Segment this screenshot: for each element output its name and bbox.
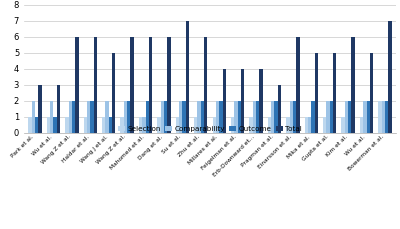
Bar [109, 117, 112, 133]
Bar [234, 101, 238, 133]
Bar [366, 101, 370, 133]
Bar [296, 37, 300, 133]
Bar [388, 21, 392, 133]
Bar [290, 101, 293, 133]
Bar [47, 117, 50, 133]
Bar [65, 117, 68, 133]
Bar [330, 101, 333, 133]
Bar [348, 101, 352, 133]
Bar [256, 101, 259, 133]
Bar [161, 101, 164, 133]
Bar [253, 101, 256, 133]
Bar [271, 101, 274, 133]
Bar [342, 117, 345, 133]
Bar [167, 37, 170, 133]
Bar [50, 101, 54, 133]
Legend: Selection, Comparability, Outcome, Total: Selection, Comparability, Outcome, Total [118, 125, 302, 132]
Bar [105, 101, 109, 133]
Bar [293, 101, 296, 133]
Bar [268, 117, 271, 133]
Bar [38, 85, 42, 133]
Bar [363, 101, 366, 133]
Bar [149, 37, 152, 133]
Bar [35, 117, 38, 133]
Bar [286, 117, 290, 133]
Bar [124, 101, 127, 133]
Bar [72, 101, 75, 133]
Bar [90, 101, 94, 133]
Bar [315, 53, 318, 133]
Bar [84, 117, 87, 133]
Bar [54, 117, 57, 133]
Bar [179, 101, 182, 133]
Bar [305, 117, 308, 133]
Bar [204, 37, 208, 133]
Bar [311, 101, 315, 133]
Bar [198, 101, 201, 133]
Bar [120, 117, 124, 133]
Bar [259, 69, 263, 133]
Bar [216, 101, 219, 133]
Bar [212, 117, 216, 133]
Bar [68, 101, 72, 133]
Bar [308, 117, 311, 133]
Bar [176, 117, 179, 133]
Bar [370, 53, 373, 133]
Bar [201, 101, 204, 133]
Bar [127, 101, 130, 133]
Bar [323, 117, 326, 133]
Bar [333, 53, 336, 133]
Bar [142, 117, 146, 133]
Bar [352, 37, 355, 133]
Bar [102, 117, 105, 133]
Bar [241, 69, 244, 133]
Bar [112, 53, 115, 133]
Bar [75, 37, 78, 133]
Bar [130, 37, 134, 133]
Bar [182, 101, 186, 133]
Bar [186, 21, 189, 133]
Bar [382, 101, 385, 133]
Bar [238, 101, 241, 133]
Bar [274, 101, 278, 133]
Bar [87, 101, 90, 133]
Bar [219, 101, 222, 133]
Bar [222, 69, 226, 133]
Bar [94, 37, 97, 133]
Bar [250, 117, 253, 133]
Bar [164, 101, 167, 133]
Bar [231, 117, 234, 133]
Bar [139, 117, 142, 133]
Bar [57, 85, 60, 133]
Bar [157, 117, 161, 133]
Bar [378, 101, 382, 133]
Bar [32, 101, 35, 133]
Bar [345, 101, 348, 133]
Bar [278, 85, 281, 133]
Bar [194, 117, 198, 133]
Bar [360, 117, 363, 133]
Bar [146, 101, 149, 133]
Bar [28, 117, 32, 133]
Bar [385, 101, 388, 133]
Bar [326, 101, 330, 133]
